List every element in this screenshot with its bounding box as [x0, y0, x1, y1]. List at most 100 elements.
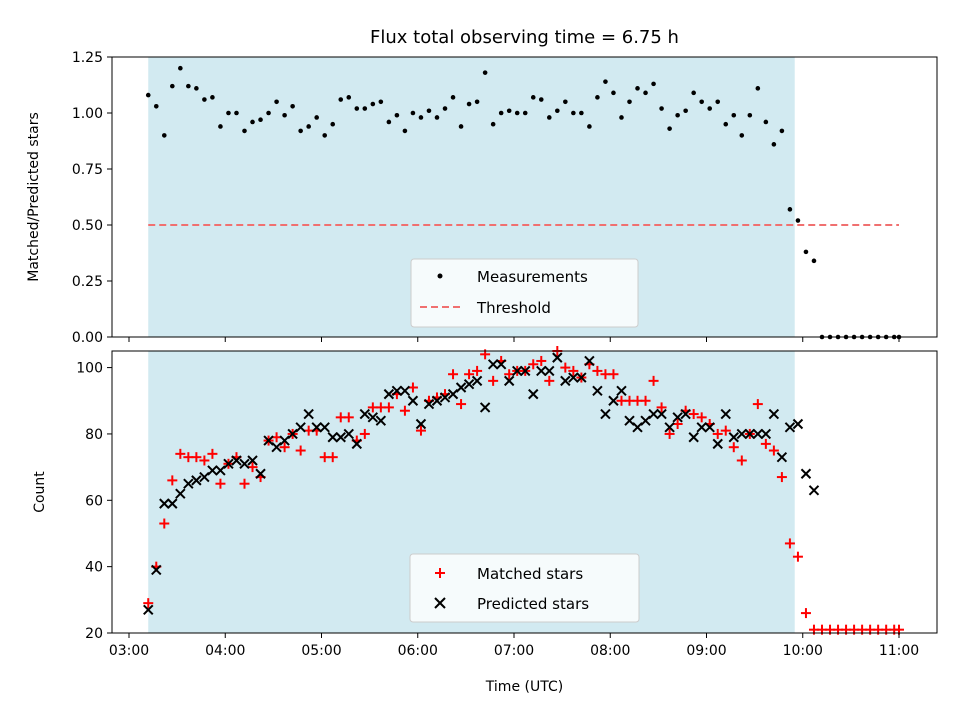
predicted-star-point: [351, 438, 362, 450]
measurement-point: [587, 124, 592, 129]
measurement-point: [803, 249, 809, 255]
matched-star-point: [239, 478, 250, 489]
measurement-point: [643, 90, 648, 96]
measurement-point: [611, 90, 616, 96]
matched-star-point: [752, 399, 763, 410]
matched-star-point: [448, 369, 459, 380]
predicted-star-point: [375, 415, 387, 426]
legend-threshold-label: Threshold: [476, 299, 551, 317]
measurement-point: [675, 112, 680, 118]
matched-star-point: [536, 355, 547, 366]
measurement-points: [145, 65, 902, 340]
count-legend: Matched stars Predicted stars: [409, 553, 640, 623]
y-tick-label: 0.25: [72, 274, 103, 290]
predicted-star-point: [143, 604, 154, 615]
measurement-point: [386, 119, 392, 125]
measurement-point: [274, 99, 279, 105]
legend-predicted-label: Predicted stars: [477, 595, 589, 613]
matched-star-point: [528, 359, 539, 370]
predicted-star-point: [311, 422, 322, 433]
measurement-point: [530, 95, 536, 100]
predicted-star-point: [808, 485, 820, 496]
predicted-star-point: [616, 385, 627, 397]
x-tick-label: 07:00: [494, 643, 534, 659]
matched-star-point: [776, 472, 787, 483]
matched-star-point: [472, 365, 483, 376]
measurement-point: [282, 112, 287, 118]
measurement-point: [250, 119, 255, 125]
matched-star-point: [728, 442, 739, 453]
predicted-star-point: [359, 408, 371, 420]
predicted-star-point: [736, 428, 747, 440]
matched-star-point: [215, 478, 226, 489]
measurement-point: [178, 65, 183, 71]
legend-measurements-label: Measurements: [477, 268, 588, 286]
x-axis-label: Time (UTC): [485, 679, 563, 695]
measurement-point: [466, 101, 472, 107]
measurement-point: [306, 124, 311, 129]
predicted-star-point: [367, 412, 379, 423]
y-tick-label: 0.50: [72, 218, 103, 234]
measurement-point: [426, 108, 432, 114]
measurement-point: [434, 115, 440, 120]
matched-star-point: [648, 375, 659, 386]
measurement-point: [410, 110, 416, 116]
measurement-point: [242, 128, 247, 134]
matched-star-point: [488, 375, 499, 386]
measurement-point: [362, 106, 368, 111]
matched-star-point: [608, 369, 619, 380]
measurement-point: [258, 117, 263, 123]
legend-measurements-marker: [437, 273, 443, 279]
y-tick-label: 80: [85, 427, 103, 443]
predicted-star-point: [431, 395, 443, 406]
predicted-star-point: [720, 408, 731, 420]
matched-star-point: [327, 452, 338, 463]
y-tick-label: 60: [85, 493, 103, 509]
measurement-point: [635, 86, 640, 91]
measurement-point: [771, 142, 777, 147]
measurement-point: [338, 97, 344, 102]
matched-star-point: [207, 448, 218, 459]
legend-box: [410, 258, 639, 328]
predicted-star-point: [295, 422, 306, 433]
predicted-star-point: [600, 408, 611, 420]
predicted-star-point: [455, 382, 467, 393]
predicted-star-point: [471, 375, 483, 387]
count-x-ticks: 03:00 04:00 05:00 06:00 07:00 08:00 09:00 10:00…: [109, 633, 919, 659]
measurement-point: [683, 108, 688, 114]
ratio-y-ticks: 0.00 0.25 0.50 0.75 1.00 1.25: [72, 50, 112, 346]
x-tick-label: 06:00: [398, 643, 438, 659]
measurement-point: [402, 128, 408, 134]
predicted-star-point: [423, 398, 435, 410]
matched-star-point: [712, 428, 723, 439]
matched-star-point: [768, 445, 779, 456]
count-y-axis-label: Count: [32, 471, 48, 513]
matched-star-point: [688, 409, 699, 420]
predicted-star-point: [439, 392, 451, 403]
matched-star-point: [784, 538, 795, 549]
measurement-point: [667, 126, 672, 131]
matched-star-point: [167, 475, 178, 486]
predicted-star-point: [512, 365, 523, 377]
predicted-star-point: [175, 488, 186, 499]
measurement-point: [346, 95, 352, 100]
measurement-point: [619, 115, 624, 120]
measurement-point: [538, 97, 544, 102]
predicted-star-point: [560, 375, 571, 387]
measurement-point: [739, 133, 745, 138]
predicted-star-point: [664, 422, 675, 433]
predicted-star-point: [712, 438, 723, 450]
measurement-point: [795, 218, 801, 223]
predicted-star-point: [728, 432, 739, 443]
matched-star-point: [800, 608, 811, 619]
predicted-star-point: [247, 455, 258, 466]
predicted-star-point: [704, 422, 715, 433]
matched-star-point: [399, 405, 410, 416]
measurement-point: [627, 99, 632, 105]
matched-star-point: [696, 412, 707, 423]
predicted-star-point: [335, 432, 346, 443]
measurement-point: [234, 110, 239, 116]
predicted-star-point: [223, 458, 234, 470]
matched-star-point: [199, 455, 210, 466]
matched-star-point: [191, 452, 202, 463]
